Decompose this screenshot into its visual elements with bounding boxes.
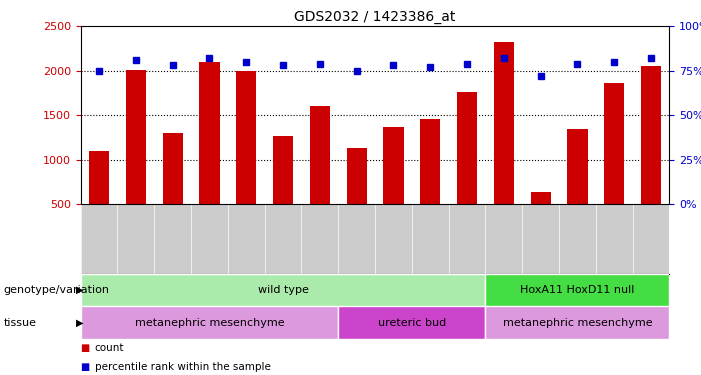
Text: tissue: tissue: [4, 318, 36, 327]
Bar: [89, 151, 109, 204]
Bar: [485, 306, 669, 339]
Text: ■: ■: [81, 343, 90, 353]
Bar: [641, 66, 661, 204]
Text: ▶: ▶: [76, 318, 83, 327]
Bar: [420, 119, 440, 204]
Text: wild type: wild type: [257, 285, 308, 295]
Bar: [604, 83, 625, 204]
Bar: [81, 274, 485, 306]
Text: HoxA11 HoxD11 null: HoxA11 HoxD11 null: [520, 285, 634, 295]
Title: GDS2032 / 1423386_at: GDS2032 / 1423386_at: [294, 10, 456, 24]
Bar: [310, 105, 330, 204]
Bar: [494, 42, 514, 204]
Bar: [383, 127, 404, 204]
Text: count: count: [95, 343, 124, 353]
Text: ▶: ▶: [76, 285, 83, 295]
Bar: [81, 306, 338, 339]
Bar: [199, 62, 219, 204]
Bar: [457, 92, 477, 204]
Text: metanephric mesenchyme: metanephric mesenchyme: [503, 318, 652, 327]
Bar: [273, 136, 293, 204]
Text: percentile rank within the sample: percentile rank within the sample: [95, 362, 271, 372]
Bar: [236, 71, 257, 204]
Text: metanephric mesenchyme: metanephric mesenchyme: [135, 318, 284, 327]
Bar: [567, 129, 587, 204]
Bar: [163, 133, 183, 204]
Text: genotype/variation: genotype/variation: [4, 285, 109, 295]
Bar: [485, 274, 669, 306]
Text: ureteric bud: ureteric bud: [378, 318, 446, 327]
Bar: [125, 70, 146, 204]
Text: ■: ■: [81, 362, 90, 372]
Bar: [338, 306, 485, 339]
Bar: [346, 148, 367, 204]
Bar: [531, 192, 551, 204]
